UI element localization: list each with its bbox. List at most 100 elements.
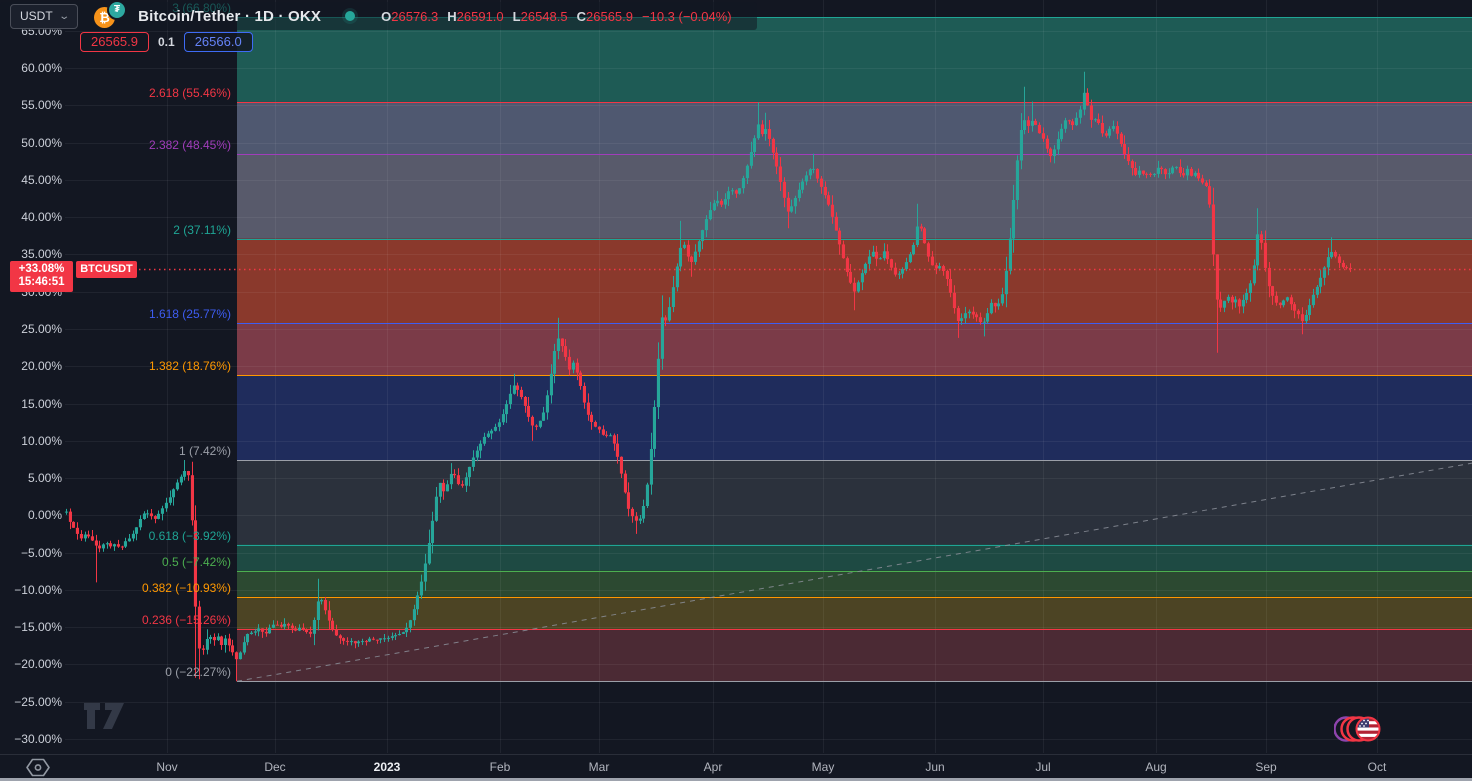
tradingview-watermark[interactable] (82, 699, 128, 733)
hexagon-session-icon[interactable] (26, 758, 50, 777)
candle-body (930, 256, 934, 266)
candle-body (608, 435, 612, 437)
price-tick-label: 0.00% (27, 508, 62, 523)
candle-body (863, 263, 867, 274)
candle-body (771, 138, 775, 153)
candle-body (586, 402, 590, 415)
candle-body (882, 251, 886, 259)
candle-body (767, 129, 771, 139)
candle-body (1196, 172, 1200, 179)
change-pct-value: +33.08% (18, 263, 65, 275)
candle-body (282, 623, 286, 627)
candle-body (1126, 154, 1130, 162)
fib-band (237, 154, 1472, 239)
candle-body (1200, 178, 1204, 183)
candle-body (71, 521, 75, 528)
month-label: Jun (925, 760, 945, 774)
candle-body (589, 414, 593, 422)
candle-body (423, 563, 427, 582)
candle-body (415, 595, 419, 610)
candle-body (94, 540, 98, 546)
candle-body (549, 373, 553, 396)
candle-body (449, 473, 453, 485)
candle-body (508, 393, 512, 405)
candle-body (893, 267, 897, 275)
symbol-price-badge[interactable]: BTCUSDT (76, 261, 137, 278)
candle-body (782, 181, 786, 198)
candle-body (1341, 262, 1345, 268)
candle-body (1318, 277, 1322, 287)
candle-body (956, 308, 960, 321)
candle-body (419, 581, 423, 596)
candle-body (1222, 300, 1226, 308)
candle-body (182, 471, 186, 477)
candle-body (1241, 299, 1245, 307)
candle-body (538, 420, 542, 427)
candle-body (715, 200, 719, 204)
candle-body (1037, 124, 1041, 134)
fib-band (237, 101, 1472, 155)
candle-body (1259, 234, 1263, 243)
time-axis[interactable]: Nov Dec 2023 Feb Mar Apr May Jun Jul Aug Sep Oct (0, 754, 1472, 779)
currency-dropdown[interactable]: USDT ⌄ (10, 3, 79, 29)
candle-body (985, 313, 989, 322)
price-tick-label: 5.00% (27, 471, 62, 486)
candle-body (86, 534, 90, 537)
candle-body (227, 638, 231, 646)
sell-price-button[interactable]: 26565.9 (80, 32, 149, 52)
candle-body (1311, 294, 1315, 306)
candle-body (967, 311, 971, 314)
price-axis[interactable] (0, 0, 64, 753)
candle-body (1056, 139, 1060, 150)
candle-body (1096, 119, 1100, 123)
candle-body (808, 169, 812, 176)
month-label: Jul (1035, 760, 1051, 774)
candle-body (726, 191, 730, 200)
candle-body (245, 634, 249, 643)
market-status-icon[interactable] (345, 11, 356, 21)
candle-body (704, 219, 708, 231)
candle-body (1167, 173, 1171, 175)
candle-body (1248, 283, 1252, 293)
candle-body (878, 258, 882, 260)
open-label: O (381, 8, 392, 24)
candle-body (1289, 297, 1293, 305)
candle-body (1193, 172, 1197, 176)
symbol-title[interactable]: Bitcoin/Tether · 1D · OKX (138, 7, 322, 25)
price-tick-label: −5.00% (20, 545, 62, 560)
candle-body (341, 638, 345, 641)
open-value: 26576.3 (391, 8, 439, 24)
candle-body (316, 601, 320, 620)
month-label: Feb (489, 760, 511, 774)
candle-body (127, 538, 131, 542)
candle-body (1170, 167, 1174, 174)
month-label: Dec (264, 760, 286, 774)
price-tick-label: 25.00% (21, 321, 62, 336)
candle-body (1074, 117, 1078, 126)
candle-body (874, 251, 878, 259)
candle-body (826, 195, 830, 205)
month-label: Nov (156, 760, 178, 774)
candle-body (1000, 294, 1004, 304)
candle-body (571, 362, 575, 370)
candle-body (412, 609, 416, 621)
bar-countdown-value: 15:46:51 (18, 276, 65, 288)
month-label: 2023 (373, 760, 401, 774)
close-value: 26565.9 (586, 8, 633, 24)
candle-body (304, 629, 308, 632)
candle-body (1111, 126, 1115, 129)
candle-body (1144, 173, 1148, 175)
candle-body (1267, 267, 1271, 287)
economic-event-icons[interactable] (1334, 713, 1386, 745)
candle-body (101, 544, 105, 549)
candle-body (360, 641, 364, 643)
buy-price-button[interactable]: 26566.0 (183, 32, 253, 52)
candle-body (619, 456, 623, 474)
candle-body (501, 414, 505, 423)
candle-body (871, 251, 875, 257)
fib-level-label: 1.382 (18.76%) (148, 359, 231, 374)
candle-body (1008, 238, 1012, 271)
candle-body (68, 511, 72, 522)
candlestick-chart[interactable] (0, 0, 1472, 753)
